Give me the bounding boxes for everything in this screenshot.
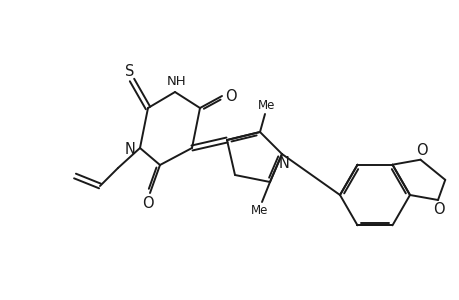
Text: O: O xyxy=(225,88,236,104)
Text: NH: NH xyxy=(167,74,186,88)
Text: N: N xyxy=(278,157,289,172)
Text: O: O xyxy=(415,143,426,158)
Text: N: N xyxy=(124,142,135,158)
Text: O: O xyxy=(432,202,444,217)
Text: S: S xyxy=(125,64,134,79)
Text: Me: Me xyxy=(258,98,275,112)
Text: O: O xyxy=(142,196,153,211)
Text: Me: Me xyxy=(251,205,268,218)
